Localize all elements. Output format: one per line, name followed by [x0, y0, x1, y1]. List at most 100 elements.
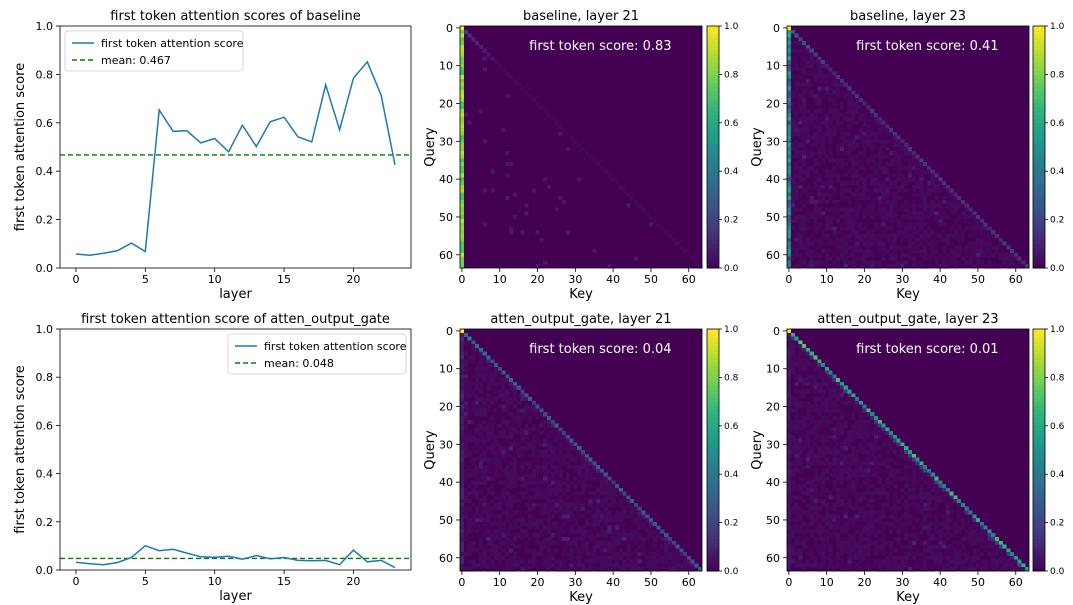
heatmap-cell [794, 63, 799, 68]
heatmap-cell [885, 442, 890, 447]
heatmap-cell [690, 559, 695, 564]
heatmap-cell [524, 544, 529, 549]
heatmap-cell [798, 165, 803, 170]
heatmap-cell [870, 415, 875, 421]
heatmap-cell [592, 563, 597, 568]
heatmap-cell [516, 559, 521, 564]
heatmap-cell [839, 120, 845, 125]
heatmap-cell [790, 181, 795, 186]
heatmap-cell [494, 389, 499, 394]
heatmap-cell [794, 344, 799, 349]
heatmap-cell [787, 423, 792, 428]
y-tick-label: 0.2 [36, 516, 54, 529]
heatmap-cell [972, 252, 977, 257]
heatmap-cell [934, 499, 939, 504]
heatmap-cell [633, 548, 639, 553]
heatmap-cell [569, 465, 574, 470]
heatmap-cell [817, 544, 822, 549]
heatmap-cell [787, 495, 792, 500]
heatmap-cell [919, 241, 924, 246]
colorbar-segment [1033, 353, 1045, 358]
heatmap-cell [847, 101, 852, 106]
heatmap-cell [855, 154, 860, 159]
colorbar-segment [707, 142, 719, 148]
heatmap-cell [836, 491, 841, 496]
heatmap-cell [968, 233, 973, 239]
heatmap-cell [1010, 249, 1015, 254]
y-axis-label: Query [750, 430, 765, 470]
heatmap-cell [664, 552, 669, 557]
heatmap-cell [482, 502, 487, 508]
heatmap-cell [813, 226, 818, 231]
heatmap-cell [652, 529, 657, 534]
colorbar-segment [1033, 486, 1045, 491]
heatmap-cell [900, 521, 905, 526]
heatmap-cell [855, 215, 860, 220]
heatmap-cell [843, 567, 848, 572]
heatmap-cell [821, 472, 826, 477]
heatmap-cell [528, 419, 533, 424]
heatmap-cell [565, 518, 570, 523]
y-axis-label: Query [750, 127, 765, 167]
heatmap-cell [460, 86, 465, 91]
heatmap-cell [490, 431, 495, 436]
colorbar-segment [707, 353, 719, 358]
heatmap-cell [926, 506, 931, 511]
heatmap-cell [802, 158, 807, 163]
heatmap-cell [953, 233, 958, 239]
colorbar-tick-label: 0.0 [724, 264, 739, 274]
heatmap-cell [832, 378, 837, 383]
heatmap-cell [802, 491, 807, 496]
heatmap-cell [843, 215, 848, 220]
heatmap-cell [858, 514, 863, 519]
heatmap-cell [926, 226, 931, 231]
heatmap-cell [862, 415, 867, 421]
heatmap-cell [919, 165, 924, 170]
heatmap-cell [652, 536, 657, 542]
heatmap-cell [798, 419, 803, 424]
heatmap-cell [520, 446, 525, 451]
heatmap-cell [528, 518, 533, 523]
heatmap-cell [915, 518, 920, 523]
heatmap-cell [915, 506, 920, 511]
heatmap-cell [862, 256, 867, 261]
heatmap-cell [836, 514, 841, 519]
heatmap-cell [490, 491, 495, 496]
heatmap-cell [467, 552, 472, 557]
heatmap-cell [798, 438, 803, 443]
heatmap-cell [926, 256, 931, 261]
heatmap-cell [505, 393, 510, 398]
heatmap-cell [656, 222, 661, 227]
heatmap-cell [460, 366, 465, 371]
heatmap-cell [994, 559, 1000, 564]
heatmap-cell [633, 510, 639, 515]
heatmap-cell [787, 109, 792, 114]
heatmap-cell [577, 491, 582, 496]
heatmap-cell [972, 226, 977, 231]
heatmap-cell [535, 552, 540, 557]
heatmap-cell [794, 431, 799, 436]
heatmap-cell [900, 143, 905, 148]
heatmap-cell [896, 518, 901, 523]
heatmap-cell [482, 438, 487, 443]
heatmap-cell [904, 552, 909, 557]
colorbar-segment [707, 58, 719, 63]
heatmap-cell [836, 245, 841, 250]
heatmap-cell [546, 499, 552, 504]
heatmap-cell [900, 196, 905, 201]
heatmap-cell [581, 536, 586, 542]
heatmap-cell [923, 252, 928, 257]
heatmap-cell [546, 518, 552, 523]
heatmap-cell [998, 237, 1003, 242]
heatmap-cell [482, 506, 487, 511]
heatmap-cell [934, 487, 939, 492]
heatmap-cell [930, 173, 935, 178]
heatmap-cell [490, 446, 495, 451]
heatmap-cell [813, 120, 818, 125]
heatmap-cell [475, 548, 480, 553]
colorbar-segment [1033, 333, 1045, 338]
heatmap-cell [972, 555, 977, 560]
colorbar-segment [1033, 42, 1045, 47]
heatmap-cell [794, 536, 799, 542]
heatmap-cell [832, 260, 837, 265]
